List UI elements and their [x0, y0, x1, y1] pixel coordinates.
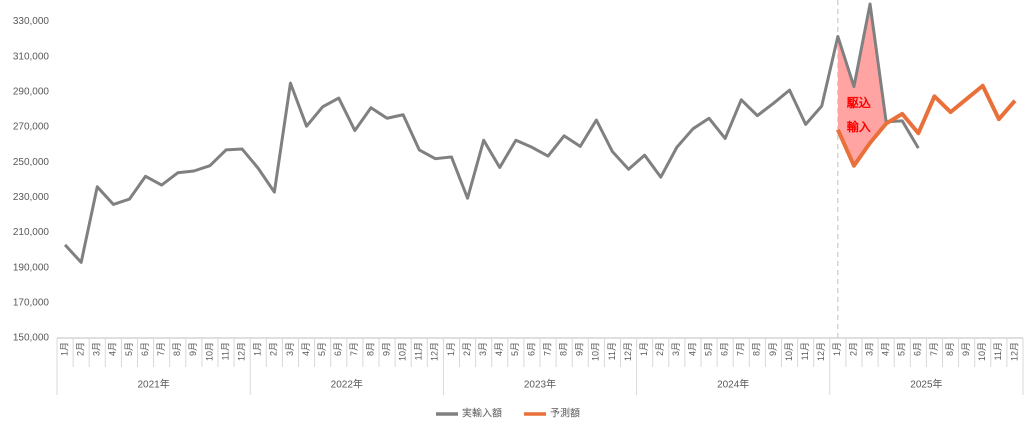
legend-label: 予測額	[550, 407, 580, 420]
x-tick-label: 6月	[720, 342, 730, 356]
legend-label: 実輸入額	[462, 407, 502, 420]
x-tick-label: 2月	[269, 342, 279, 356]
y-tick-label: 190,000	[13, 262, 50, 273]
year-label: 2022年	[331, 378, 363, 391]
x-tick-label: 6月	[140, 342, 150, 356]
x-tick-label: 12月	[237, 342, 247, 361]
x-tick-label: 7月	[349, 342, 359, 356]
x-tick-label: 8月	[752, 342, 762, 356]
x-tick-label: 3月	[671, 342, 681, 356]
y-tick-label: 330,000	[13, 16, 50, 27]
x-tick-label: 2月	[655, 342, 665, 356]
x-tick-label: 10月	[204, 342, 214, 361]
y-tick-label: 170,000	[13, 297, 50, 308]
x-tick-label: 4月	[687, 342, 697, 356]
x-tick-label: 9月	[961, 342, 971, 356]
x-tick-label: 7月	[542, 342, 552, 356]
y-tick-label: 250,000	[13, 157, 50, 168]
x-tick-label: 1月	[446, 342, 456, 356]
x-tick-label: 10月	[784, 342, 794, 361]
x-tick-label: 10月	[977, 342, 987, 361]
x-tick-label: 3月	[864, 342, 874, 356]
y-tick-label: 270,000	[13, 122, 50, 133]
x-tick-label: 4月	[108, 342, 118, 356]
series-line	[63, 2, 920, 264]
x-tick-label: 8月	[559, 342, 569, 356]
x-tick-label: 2月	[848, 342, 858, 356]
y-tick-label: 150,000	[13, 333, 50, 344]
year-label: 2025年	[910, 378, 942, 391]
annotation: 駆込	[847, 95, 871, 110]
y-tick-label: 310,000	[13, 51, 50, 62]
x-tick-label: 1月	[59, 342, 69, 356]
x-tick-label: 8月	[365, 342, 375, 356]
x-tick-label: 5月	[124, 342, 134, 356]
x-tick-label: 5月	[897, 342, 907, 356]
x-tick-label: 11月	[414, 342, 424, 360]
x-tick-label: 12月	[1009, 342, 1019, 361]
year-label: 2021年	[137, 378, 169, 391]
x-tick-label: 12月	[623, 342, 633, 361]
x-tick-label: 5月	[510, 342, 520, 356]
x-tick-label: 10月	[591, 342, 601, 361]
x-tick-label: 7月	[736, 342, 746, 356]
y-tick-label: 290,000	[13, 87, 50, 98]
x-tick-label: 4月	[494, 342, 504, 356]
x-tick-label: 5月	[317, 342, 327, 356]
x-tick-label: 3月	[92, 342, 102, 356]
x-tick-label: 11月	[800, 342, 810, 360]
x-tick-label: 7月	[156, 342, 166, 356]
x-tick-label: 8月	[172, 342, 182, 356]
x-tick-label: 7月	[929, 342, 939, 356]
x-tick-label: 4月	[881, 342, 891, 356]
x-tick-label: 6月	[913, 342, 923, 356]
year-label: 2024年	[717, 378, 749, 391]
x-tick-label: 8月	[945, 342, 955, 356]
x-tick-label: 9月	[188, 342, 198, 356]
x-tick-label: 12月	[430, 342, 440, 361]
y-tick-label: 230,000	[13, 192, 50, 203]
x-tick-label: 3月	[478, 342, 488, 356]
x-tick-label: 11月	[607, 342, 617, 360]
x-tick-label: 11月	[220, 342, 230, 360]
year-label: 2023年	[524, 378, 556, 391]
x-tick-label: 2月	[462, 342, 472, 356]
x-tick-label: 1月	[832, 342, 842, 356]
x-tick-label: 9月	[768, 342, 778, 356]
x-tick-label: 6月	[333, 342, 343, 356]
x-tick-label: 1月	[639, 342, 649, 356]
x-tick-label: 6月	[526, 342, 536, 356]
x-tick-label: 5月	[703, 342, 713, 356]
x-tick-label: 10月	[398, 342, 408, 361]
x-tick-label: 2月	[76, 342, 86, 356]
y-tick-label: 210,000	[13, 227, 50, 238]
x-tick-label: 9月	[381, 342, 391, 356]
x-tick-label: 12月	[816, 342, 826, 361]
x-tick-label: 3月	[285, 342, 295, 356]
x-tick-label: 11月	[993, 342, 1003, 360]
x-tick-label: 1月	[253, 342, 263, 356]
annotation: 輸入	[847, 119, 871, 134]
x-tick-label: 9月	[575, 342, 585, 356]
series-line	[836, 83, 1017, 168]
x-tick-label: 4月	[301, 342, 311, 356]
